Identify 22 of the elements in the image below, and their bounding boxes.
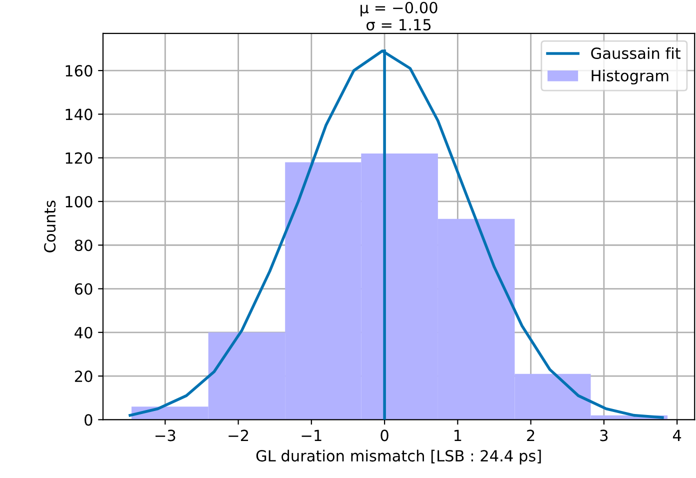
y-axis-title: Counts bbox=[44, 200, 56, 252]
x-tick-label: 4 bbox=[672, 430, 682, 442]
legend-label: Gaussain fit bbox=[591, 47, 680, 60]
y-tick-label: 60 bbox=[74, 283, 92, 295]
x-axis-title: GL duration mismatch [LSB : 24.4 ps] bbox=[256, 450, 541, 465]
legend-label: Histogram bbox=[592, 70, 668, 84]
x-tick-label: 0 bbox=[380, 430, 388, 442]
y-tick-label: 100 bbox=[66, 196, 92, 208]
x-tick-label: −1 bbox=[302, 430, 322, 442]
chart-title: μ = −0.00 σ = 1.15 bbox=[360, 2, 438, 30]
x-tick-label: −3 bbox=[156, 430, 176, 442]
y-tick-label: 120 bbox=[66, 152, 92, 164]
x-tick-label: 3 bbox=[600, 430, 608, 442]
y-tick-label: 80 bbox=[74, 240, 92, 252]
y-tick-label: 40 bbox=[74, 326, 92, 338]
y-tick-label: 160 bbox=[66, 65, 92, 77]
y-tick-label: 140 bbox=[66, 108, 92, 120]
x-tick-label: 2 bbox=[527, 430, 534, 442]
x-tick-label: 1 bbox=[454, 430, 462, 442]
y-tick-label: 0 bbox=[84, 414, 92, 426]
x-tick-label: −2 bbox=[228, 430, 248, 442]
y-tick-label: 20 bbox=[74, 370, 92, 382]
